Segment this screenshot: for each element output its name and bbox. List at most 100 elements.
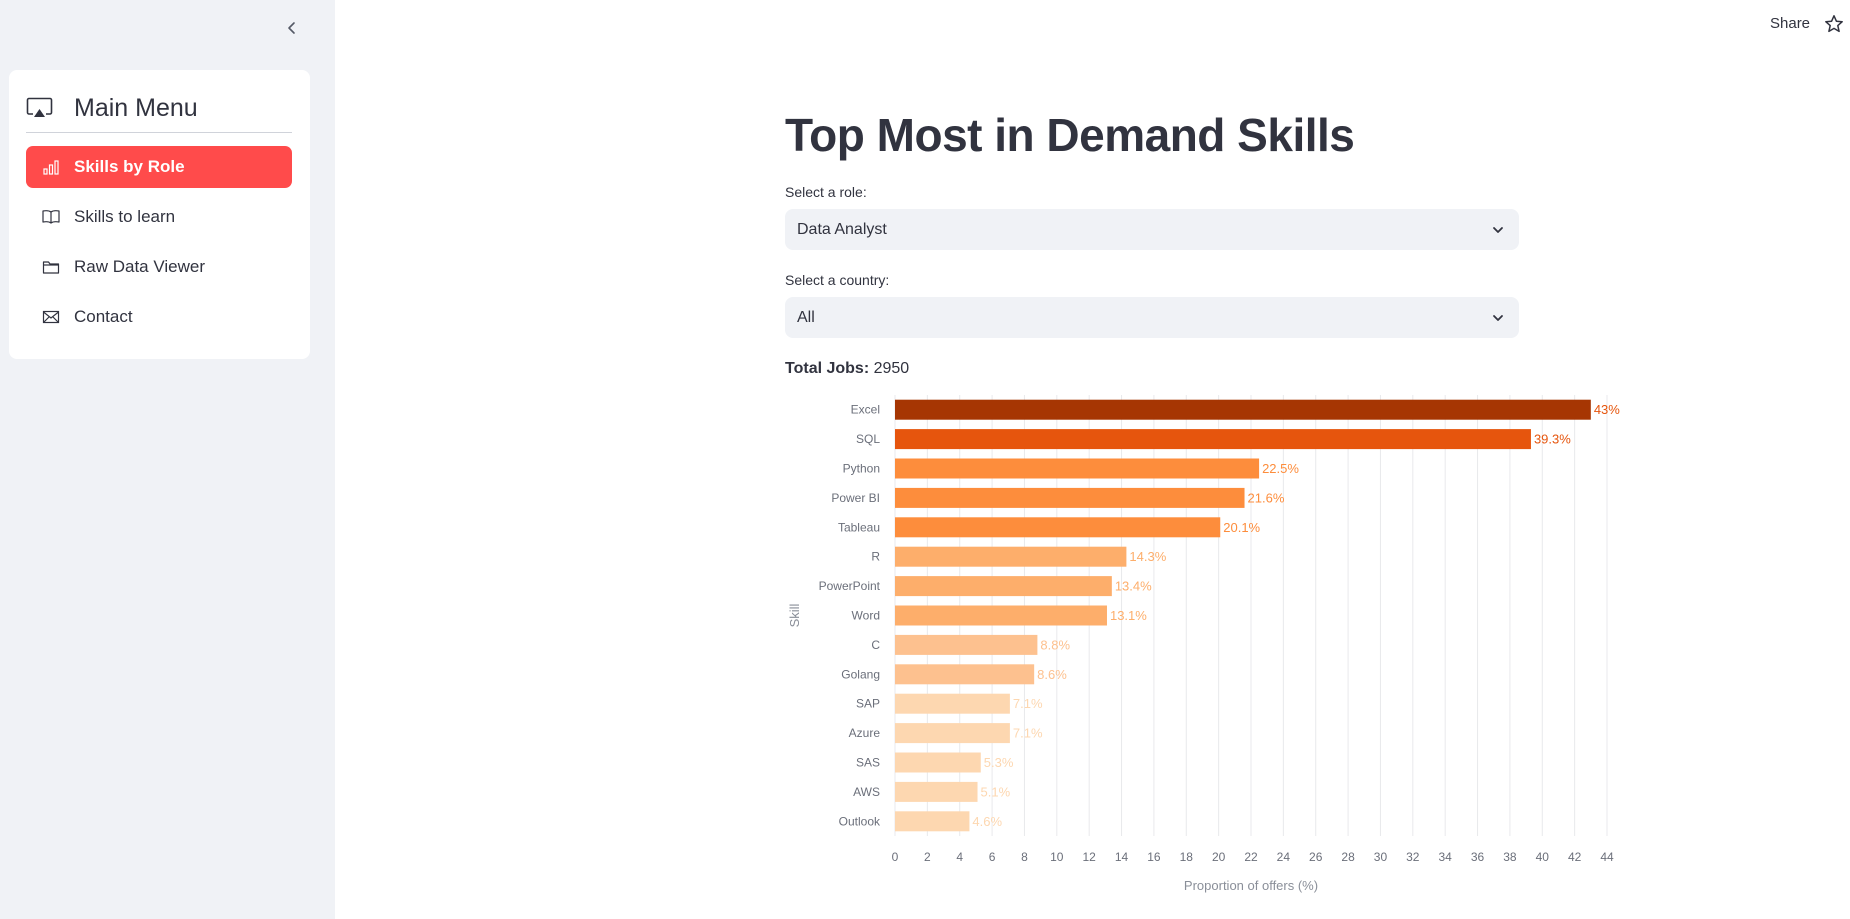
x-tick-label: 32 [1406,850,1420,864]
x-tick-label: 6 [989,850,996,864]
y-tick-label: PowerPoint [819,579,881,593]
y-tick-label: Python [843,462,880,476]
y-tick-label: SQL [856,432,880,446]
bar [895,723,1010,744]
bar-data-label: 13.4% [1115,579,1152,594]
bar [895,546,1127,567]
share-button[interactable]: Share [1770,15,1811,32]
y-tick-label: Excel [851,403,880,417]
x-tick-label: 0 [892,850,899,864]
bar-data-label: 21.6% [1248,490,1285,505]
menu-item-contact[interactable]: Contact [26,296,292,338]
bar-data-label: 20.1% [1223,520,1260,535]
bar [895,517,1221,538]
y-axis-title: Skill [787,603,802,627]
menu-item-label: Contact [74,307,133,326]
bar-data-label: 8.8% [1040,637,1070,652]
sidebar: Main Menu Skills by Role Skills to learn [0,0,335,919]
y-tick-label: Azure [849,726,881,740]
bar-data-label: 14.3% [1129,549,1166,564]
role-select-value: Data Analyst [797,220,887,238]
x-tick-label: 14 [1115,850,1129,864]
y-tick-label: AWS [853,785,880,799]
bar [895,664,1035,685]
bar [895,576,1112,597]
collapse-sidebar-button[interactable] [280,16,304,40]
cast-icon [26,97,53,117]
x-tick-label: 18 [1180,850,1194,864]
y-tick-label: Tableau [838,520,880,534]
x-tick-label: 10 [1050,850,1064,864]
bar-data-label: 7.1% [1013,696,1043,711]
envelope-icon [42,308,60,326]
menu-item-label: Skills to learn [74,207,176,226]
bar [895,605,1107,626]
x-tick-label: 42 [1568,850,1582,864]
x-axis-title: Proportion of offers (%) [1184,878,1318,893]
page-title: Top Most in Demand Skills [785,109,1355,161]
x-tick-label: 16 [1147,850,1161,864]
x-tick-label: 20 [1212,850,1226,864]
menu-item-raw-data-viewer[interactable]: Raw Data Viewer [26,246,292,288]
chevron-left-icon [288,22,295,34]
total-jobs-label: Total Jobs: [785,360,870,377]
menu-item-skills-to-learn[interactable]: Skills to learn [26,196,292,238]
x-tick-label: 12 [1083,850,1097,864]
y-tick-label: Word [852,609,880,623]
bar [895,781,978,802]
y-tick-label: SAP [856,697,880,711]
role-select-label: Select a role: [785,184,867,200]
folder-icon [42,258,60,276]
x-tick-label: 4 [956,850,963,864]
bar [895,487,1245,508]
menu-title: Main Menu [74,93,198,122]
y-tick-label: Outlook [839,814,881,828]
chevron-down-icon [1493,226,1503,233]
country-select[interactable]: All [785,297,1519,338]
bar [895,752,981,773]
country-select-label: Select a country: [785,272,890,288]
bar-data-label: 5.1% [981,784,1011,799]
bar-data-label: 22.5% [1262,461,1299,476]
x-tick-label: 8 [1021,850,1028,864]
bar-data-label: 39.3% [1534,432,1571,447]
bar-data-label: 8.6% [1037,667,1067,682]
menu-item-label: Skills by Role [74,157,185,176]
y-tick-label: Golang [841,667,880,681]
bar [895,634,1038,655]
y-tick-label: C [871,638,880,652]
bar-data-label: 7.1% [1013,726,1043,741]
x-tick-label: 30 [1374,850,1388,864]
main-menu: Main Menu Skills by Role Skills to learn [9,70,310,359]
bar [895,811,970,832]
menu-header: Main Menu [26,84,292,133]
y-tick-label: SAS [856,756,880,770]
x-tick-label: 44 [1600,850,1614,864]
bar-data-label: 13.1% [1110,608,1147,623]
star-icon[interactable] [1824,14,1844,34]
x-tick-label: 22 [1244,850,1258,864]
x-tick-label: 26 [1309,850,1323,864]
x-tick-label: 34 [1439,850,1453,864]
x-tick-label: 24 [1277,850,1291,864]
bar-data-label: 5.3% [984,755,1014,770]
x-tick-label: 28 [1341,850,1355,864]
book-icon [42,208,60,226]
role-select[interactable]: Data Analyst [785,209,1519,250]
y-tick-label: R [871,550,880,564]
menu-item-skills-by-role[interactable]: Skills by Role [26,146,292,188]
total-jobs-value: 2950 [873,360,910,377]
x-tick-label: 38 [1503,850,1517,864]
bar [895,458,1260,479]
chevron-down-icon [1493,314,1503,321]
bar-data-label: 43% [1594,402,1620,417]
y-tick-label: Power BI [831,491,880,505]
skills-bar-chart: Excel 43% SQL 39.3% Python 22.5% Power BI 21.6%… [787,395,1620,893]
total-jobs: Total Jobs: 2950 [785,360,909,378]
country-select-value: All [797,308,815,326]
menu-item-label: Raw Data Viewer [74,257,206,276]
x-tick-label: 36 [1471,850,1485,864]
bar [895,429,1531,450]
x-tick-label: 40 [1536,850,1550,864]
bar [895,693,1010,714]
